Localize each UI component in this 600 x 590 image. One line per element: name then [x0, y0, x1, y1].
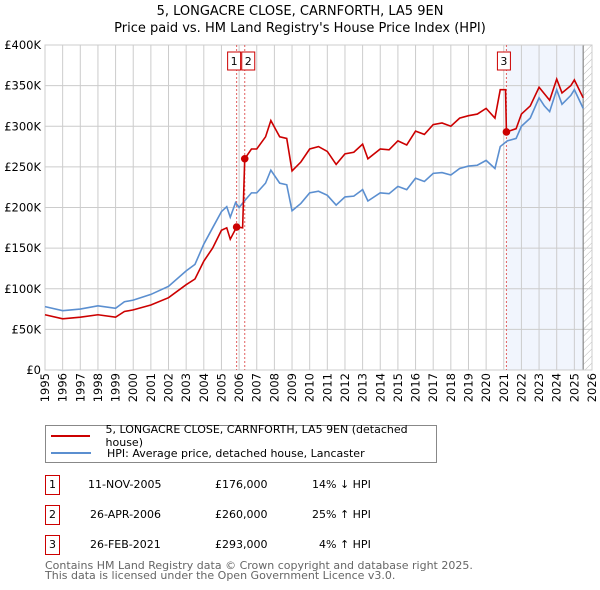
sale-label-text: 3: [500, 55, 507, 68]
x-tick-label: 1999: [109, 373, 123, 402]
sale-hpi: 14% ↓ HPI: [312, 478, 371, 491]
sale-marker: [502, 128, 511, 136]
x-tick-label: 2013: [356, 373, 370, 402]
x-tick-label: 2001: [144, 373, 158, 402]
y-tick-label: £150K: [4, 241, 41, 255]
sale-label-text: 1: [231, 55, 238, 68]
x-tick-label: 2007: [250, 373, 264, 402]
sale-price: £293,000: [215, 538, 268, 551]
x-tick-label: 1997: [73, 373, 87, 402]
chart-subtitle: Price paid vs. HM Land Registry's House …: [114, 21, 486, 36]
y-tick-label: £0: [26, 363, 41, 377]
x-tick-label: 2012: [338, 373, 352, 402]
x-tick-label: 2010: [303, 373, 317, 402]
plot-border: [44, 44, 593, 371]
y-tick-label: £350K: [4, 79, 41, 93]
legend-label: 5, LONGACRE CLOSE, CARNFORTH, LA5 9EN (d…: [105, 423, 408, 449]
y-tick-label: £200K: [4, 201, 41, 215]
legend-swatch-blue: [51, 452, 91, 454]
x-tick-label: 2018: [444, 373, 458, 402]
x-tick-label: 2024: [550, 373, 564, 402]
plot-area: 1 2 3 £0 £50K £100K £150K £200K £250K £300K £350K £…: [4, 38, 599, 402]
footer-licence: This data is licensed under the Open Gov…: [45, 569, 396, 582]
x-tick-label: 2025: [567, 373, 581, 402]
x-tick-label: 2014: [373, 373, 387, 402]
sale-date: 26-APR-2006: [90, 508, 162, 521]
x-tick-label: 2020: [479, 373, 493, 402]
x-tick-label: 2004: [197, 373, 211, 402]
price-paid-line: [44, 76, 584, 320]
x-tick-label: 2019: [461, 373, 475, 402]
sale-number: 3: [45, 535, 60, 555]
y-tick-label: £50K: [12, 322, 42, 336]
x-tick-label: 2022: [514, 373, 528, 402]
sale-number: 1: [45, 475, 60, 495]
sale-label-text: 2: [245, 55, 252, 68]
x-tick-label: 1998: [91, 373, 105, 402]
x-tick-label: 2008: [267, 373, 281, 402]
x-tick-label: 2009: [285, 373, 299, 402]
x-tick-label: 2000: [126, 373, 140, 402]
legend-swatch-red: [51, 435, 90, 437]
sale-hpi: 4% ↑ HPI: [319, 538, 371, 551]
x-tick-label: 1995: [38, 373, 52, 402]
legend-item-hpi: HPI: Average price, detached house, Lanc…: [51, 445, 365, 461]
x-tick-label: 2021: [497, 373, 511, 402]
y-tick-label: £300K: [4, 119, 41, 133]
hpi-line: [44, 87, 584, 312]
sale-price: £260,000: [215, 508, 268, 521]
y-tick-label: £100K: [4, 282, 41, 296]
footer-copyright: Contains HM Land Registry data © Crown c…: [45, 559, 473, 572]
y-tick-label: £400K: [4, 38, 41, 52]
sale-date: 26-FEB-2021: [90, 538, 161, 551]
sale-label-box: [241, 51, 256, 71]
sale-price: £176,000: [215, 478, 268, 491]
legend: 5, LONGACRE CLOSE, CARNFORTH, LA5 9EN (d…: [45, 423, 437, 463]
x-tick-label: 2003: [179, 373, 193, 402]
x-tick-label: 2002: [162, 373, 176, 402]
sale-hpi: 25% ↑ HPI: [312, 508, 371, 521]
x-tick-label: 2006: [232, 373, 246, 402]
sale-row: 2 26-APR-2006 £260,000 25% ↑ HPI: [45, 505, 465, 525]
x-tick-label: 2005: [214, 373, 228, 402]
x-tick-label: 1996: [56, 373, 70, 402]
sale-date: 11-NOV-2005: [88, 478, 162, 491]
chart-title: 5, LONGACRE CLOSE, CARNFORTH, LA5 9EN: [156, 4, 444, 19]
legend-label: HPI: Average price, detached house, Lanc…: [107, 446, 365, 460]
legend-item-property: 5, LONGACRE CLOSE, CARNFORTH, LA5 9EN (d…: [51, 423, 436, 449]
sale-marker: [240, 154, 249, 163]
x-tick-label: 2026: [585, 373, 599, 402]
sale-row: 1 11-NOV-2005 £176,000 14% ↓ HPI: [45, 475, 465, 495]
y-tick-label: £250K: [4, 160, 41, 174]
sale-label-box: [227, 51, 242, 71]
x-tick-label: 2023: [532, 373, 546, 402]
sale-row: 3 26-FEB-2021 £293,000 4% ↑ HPI: [45, 535, 465, 555]
sale-label-box: [496, 51, 511, 71]
x-tick-label: 2017: [426, 373, 440, 402]
sale-marker: [232, 223, 241, 231]
x-tick-label: 2015: [391, 373, 405, 402]
x-tick-label: 2011: [320, 373, 334, 402]
x-tick-label: 2016: [409, 373, 423, 402]
sale-number: 2: [45, 505, 60, 525]
